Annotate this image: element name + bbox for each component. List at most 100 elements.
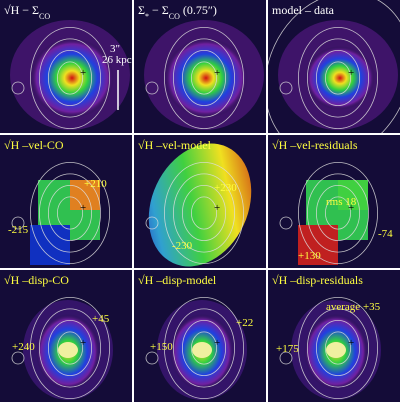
contour <box>39 308 102 388</box>
title-text: (0.75″) <box>180 3 217 17</box>
title-text: √H − Σ <box>4 3 39 17</box>
panel-title: √H –disp-residuals <box>272 273 363 287</box>
contour <box>316 50 361 107</box>
vel-hi <box>338 180 368 210</box>
disp-core <box>58 342 78 358</box>
contour <box>191 196 218 230</box>
contour <box>39 173 102 253</box>
contour <box>279 216 293 230</box>
contour <box>48 50 93 107</box>
panel-title: model – data <box>272 3 335 17</box>
center-cross: + <box>214 337 220 349</box>
contour <box>182 50 227 107</box>
vel-hi <box>70 180 100 210</box>
panel: + √H –disp-residuals average +35 +175 <box>268 270 400 402</box>
subscript: * <box>145 12 149 21</box>
center-cross: + <box>348 202 354 214</box>
contour <box>11 351 25 365</box>
subscript: CO <box>39 12 50 21</box>
panel-title: √H –vel-CO <box>4 138 64 152</box>
emission <box>164 38 248 118</box>
panel: + Σ* − ΣCO (0.75″) <box>134 0 266 133</box>
contour <box>325 331 352 365</box>
contour <box>164 27 244 129</box>
contour <box>298 162 378 264</box>
title-text: √H –disp-CO <box>4 273 69 287</box>
contour <box>316 320 361 377</box>
contour <box>325 61 352 95</box>
emission <box>30 38 114 118</box>
title-text: − Σ <box>149 3 169 17</box>
center-cross: + <box>80 202 86 214</box>
center-cross: + <box>214 202 220 214</box>
title-text: √H –vel-CO <box>4 138 64 152</box>
panel-title: √H –disp-CO <box>4 273 69 287</box>
contour <box>173 173 236 253</box>
contour <box>307 173 370 253</box>
panel: + √H –disp-CO +45 +240 <box>0 270 132 402</box>
contour <box>298 297 378 399</box>
annotation: +45 <box>92 313 110 325</box>
vel-lo <box>298 225 338 265</box>
panel: + model – data <box>268 0 400 133</box>
panel-title: √H –vel-residuals <box>272 138 358 152</box>
contour <box>307 38 370 118</box>
disp-core <box>326 342 346 358</box>
title-text: √H –disp-residuals <box>272 273 363 287</box>
contour <box>145 216 159 230</box>
annotation: +210 <box>84 178 107 190</box>
emission <box>305 46 375 110</box>
contour <box>191 331 218 365</box>
contour <box>325 196 352 230</box>
title-text: √H –disp-model <box>138 273 217 287</box>
panel-title: √H –disp-model <box>138 273 217 287</box>
contour <box>307 308 370 388</box>
contour <box>39 38 102 118</box>
annotation: +230 <box>214 182 237 194</box>
contour <box>145 81 159 95</box>
annotation: +240 <box>12 341 35 353</box>
disp-core <box>192 342 212 358</box>
contour <box>164 162 244 264</box>
center-cross: + <box>214 67 220 79</box>
contour <box>182 320 227 377</box>
title-text: model – data <box>272 3 335 17</box>
contour <box>182 185 227 242</box>
vel-lo <box>30 225 70 265</box>
contour <box>173 38 236 118</box>
panel: + √H –vel-residuals rms 18 -74 +130 <box>268 135 400 268</box>
center-cross: + <box>80 67 86 79</box>
contour <box>30 27 110 129</box>
annotation: +22 <box>236 317 253 329</box>
center-cross: + <box>348 337 354 349</box>
contour <box>316 185 361 242</box>
panel-title: Σ* − ΣCO (0.75″) <box>138 3 217 21</box>
annotation: +130 <box>298 250 321 262</box>
annotation: average +35 <box>326 301 381 313</box>
center-cross: + <box>348 67 354 79</box>
panel-title: √H − ΣCO <box>4 3 50 21</box>
title-text: Σ <box>138 3 145 17</box>
contour <box>30 162 110 264</box>
panel: + √H − ΣCO 3"26 kpc <box>0 0 132 133</box>
contour <box>11 216 25 230</box>
contour <box>173 308 236 388</box>
vel-model <box>148 143 252 267</box>
panel: + √H –vel-CO +210 -215 <box>0 135 132 268</box>
contour <box>57 196 84 230</box>
annotation: rms 18 <box>326 196 357 208</box>
contour <box>279 351 293 365</box>
annotation: 26 kpc <box>102 54 132 66</box>
annotation: +175 <box>276 343 299 355</box>
contour <box>30 297 110 399</box>
annotation: 3" <box>110 43 120 55</box>
contour <box>48 185 93 242</box>
contour <box>298 27 378 129</box>
panel: + √H –vel-model +230 -230 <box>134 135 266 268</box>
contour <box>279 81 293 95</box>
panel: + √H –disp-model +22 +150 <box>134 270 266 402</box>
model-outline <box>268 0 400 133</box>
contour <box>164 297 244 399</box>
subscript: CO <box>169 12 180 21</box>
